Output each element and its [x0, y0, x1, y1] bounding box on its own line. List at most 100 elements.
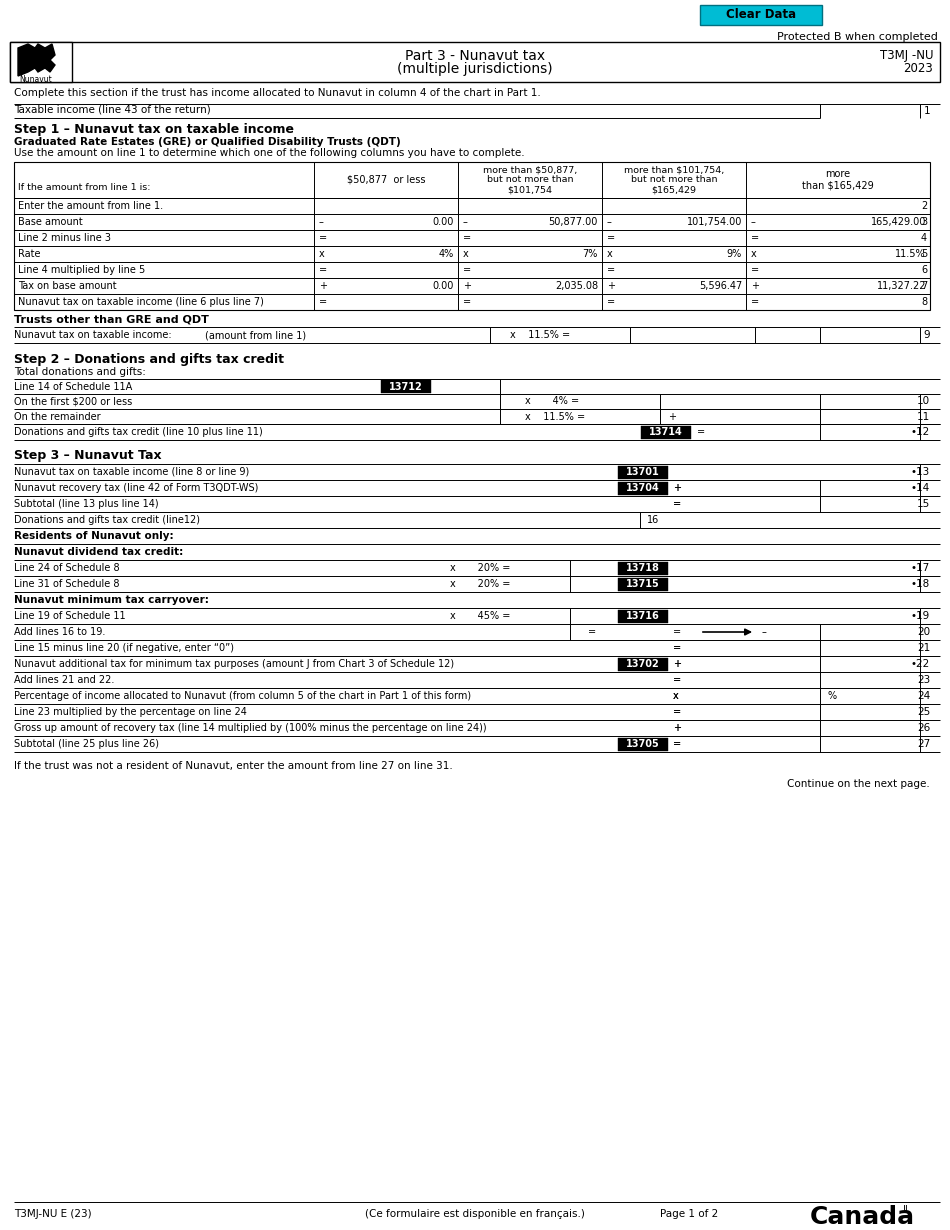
Text: 8: 8 — [921, 296, 927, 308]
Text: 3: 3 — [921, 216, 927, 228]
Text: Donations and gifts tax credit (line12): Donations and gifts tax credit (line12) — [14, 515, 200, 525]
Text: +: + — [668, 412, 676, 422]
Text: Residents of Nunavut only:: Residents of Nunavut only: — [14, 531, 174, 541]
Text: Total donations and gifts:: Total donations and gifts: — [14, 367, 146, 378]
Text: =: = — [673, 739, 681, 749]
Text: =: = — [673, 499, 681, 509]
Text: Enter the amount from line 1.: Enter the amount from line 1. — [18, 200, 163, 212]
Text: x    11.5% =: x 11.5% = — [525, 412, 585, 422]
Text: Nunavut additional tax for minimum tax purposes (amount J from Chart 3 of Schedu: Nunavut additional tax for minimum tax p… — [14, 659, 454, 669]
Text: Base amount: Base amount — [18, 216, 83, 228]
Text: x       20% =: x 20% = — [450, 579, 510, 589]
Text: Taxable income (line 43 of the return): Taxable income (line 43 of the return) — [14, 105, 211, 114]
Text: +: + — [673, 483, 681, 493]
Text: 13712: 13712 — [390, 381, 423, 391]
Text: 13705: 13705 — [626, 739, 660, 749]
Text: –: – — [762, 627, 767, 637]
Text: •22: •22 — [911, 659, 930, 669]
Text: •14: •14 — [911, 483, 930, 493]
Bar — [618, 465, 668, 478]
Text: =: = — [673, 499, 681, 509]
Text: =: = — [673, 675, 681, 685]
Text: 27: 27 — [917, 739, 930, 749]
Text: T3MJ-NU E (23): T3MJ-NU E (23) — [14, 1209, 91, 1219]
Text: x       45% =: x 45% = — [450, 611, 510, 621]
Text: (multiple jurisdictions): (multiple jurisdictions) — [397, 62, 553, 76]
Text: 13716: 13716 — [626, 611, 660, 621]
Text: 50,877.00: 50,877.00 — [549, 216, 598, 228]
Text: 15: 15 — [917, 499, 930, 509]
Text: Line 14 of Schedule 11A: Line 14 of Schedule 11A — [14, 381, 132, 391]
Text: 4%: 4% — [439, 248, 454, 260]
Text: Nunavut tax on taxable income:: Nunavut tax on taxable income: — [14, 330, 172, 339]
Text: $50,877  or less: $50,877 or less — [347, 175, 426, 184]
Text: Ⅱ: Ⅱ — [903, 1205, 908, 1215]
Text: x: x — [673, 691, 678, 701]
Text: Step 2 – Donations and gifts tax credit: Step 2 – Donations and gifts tax credit — [14, 353, 284, 365]
Text: 21: 21 — [917, 643, 930, 653]
Text: 7: 7 — [921, 280, 927, 292]
Text: but not more than: but not more than — [631, 176, 717, 184]
Text: =: = — [673, 627, 681, 637]
Text: x       4% =: x 4% = — [525, 396, 580, 406]
Text: x: x — [673, 691, 678, 701]
Text: Protected B when completed: Protected B when completed — [777, 32, 938, 42]
Text: •18: •18 — [911, 579, 930, 589]
Text: If the trust was not a resident of Nunavut, enter the amount from line 27 on lin: If the trust was not a resident of Nunav… — [14, 761, 453, 771]
Text: =: = — [751, 232, 759, 244]
Text: $101,754: $101,754 — [507, 186, 553, 194]
Text: 13704: 13704 — [626, 483, 660, 493]
Text: more than $50,877,: more than $50,877, — [483, 166, 578, 175]
Text: Trusts other than GRE and QDT: Trusts other than GRE and QDT — [14, 315, 209, 325]
Text: +: + — [751, 280, 759, 292]
Text: +: + — [463, 280, 471, 292]
Text: •17: •17 — [911, 563, 930, 573]
Text: Page 1 of 2: Page 1 of 2 — [660, 1209, 718, 1219]
Text: –: – — [751, 216, 756, 228]
Text: Line 15 minus line 20 (if negative, enter “0”): Line 15 minus line 20 (if negative, ente… — [14, 643, 234, 653]
Bar — [618, 562, 668, 574]
Text: =: = — [319, 264, 327, 276]
Text: than $165,429: than $165,429 — [802, 181, 874, 191]
Bar — [10, 42, 72, 82]
Text: x: x — [319, 248, 325, 260]
Text: 25: 25 — [917, 707, 930, 717]
Text: =: = — [588, 627, 597, 637]
Text: =: = — [751, 296, 759, 308]
Text: Line 19 of Schedule 11: Line 19 of Schedule 11 — [14, 611, 125, 621]
Text: •12: •12 — [911, 427, 930, 437]
Text: Donations and gifts tax credit (line 10 plus line 11): Donations and gifts tax credit (line 10 … — [14, 427, 263, 437]
Text: Graduated Rate Estates (GRE) or Qualified Disability Trusts (QDT): Graduated Rate Estates (GRE) or Qualifie… — [14, 137, 401, 148]
Text: Nunavut minimum tax carryover:: Nunavut minimum tax carryover: — [14, 595, 209, 605]
Text: x       20% =: x 20% = — [450, 563, 510, 573]
Text: Nunavut tax on taxable income (line 8 or line 9): Nunavut tax on taxable income (line 8 or… — [14, 467, 249, 477]
Text: $165,429: $165,429 — [652, 186, 696, 194]
Text: 7%: 7% — [582, 248, 598, 260]
Text: =: = — [697, 427, 705, 437]
Text: Add lines 16 to 19.: Add lines 16 to 19. — [14, 627, 105, 637]
Text: =: = — [607, 296, 616, 308]
Text: 20: 20 — [917, 627, 930, 637]
Text: (Ce formulaire est disponible en français.): (Ce formulaire est disponible en françai… — [365, 1209, 585, 1219]
Text: Canada: Canada — [810, 1205, 915, 1229]
Text: T3MJ -NU: T3MJ -NU — [880, 49, 933, 63]
Text: 5,596.47: 5,596.47 — [699, 280, 742, 292]
Text: %: % — [828, 691, 837, 701]
Text: 11,327.22: 11,327.22 — [877, 280, 926, 292]
Text: 24: 24 — [917, 691, 930, 701]
Bar — [618, 578, 668, 590]
Text: 13718: 13718 — [626, 563, 660, 573]
Text: –: – — [607, 216, 612, 228]
Text: Part 3 - Nunavut tax: Part 3 - Nunavut tax — [405, 49, 545, 63]
Text: 9: 9 — [923, 330, 930, 339]
Text: =: = — [673, 739, 681, 749]
Text: 2,035.08: 2,035.08 — [555, 280, 598, 292]
Text: +: + — [607, 280, 615, 292]
Text: 11.5%: 11.5% — [895, 248, 926, 260]
Text: Nunavut recovery tax (line 42 of Form T3QDT-WS): Nunavut recovery tax (line 42 of Form T3… — [14, 483, 258, 493]
Text: On the remainder: On the remainder — [14, 412, 101, 422]
Text: If the amount from line 1 is:: If the amount from line 1 is: — [18, 183, 150, 193]
Text: Gross up amount of recovery tax (line 14 multiplied by (100% minus the percentag: Gross up amount of recovery tax (line 14… — [14, 723, 486, 733]
Text: =: = — [319, 232, 327, 244]
Polygon shape — [18, 44, 55, 76]
